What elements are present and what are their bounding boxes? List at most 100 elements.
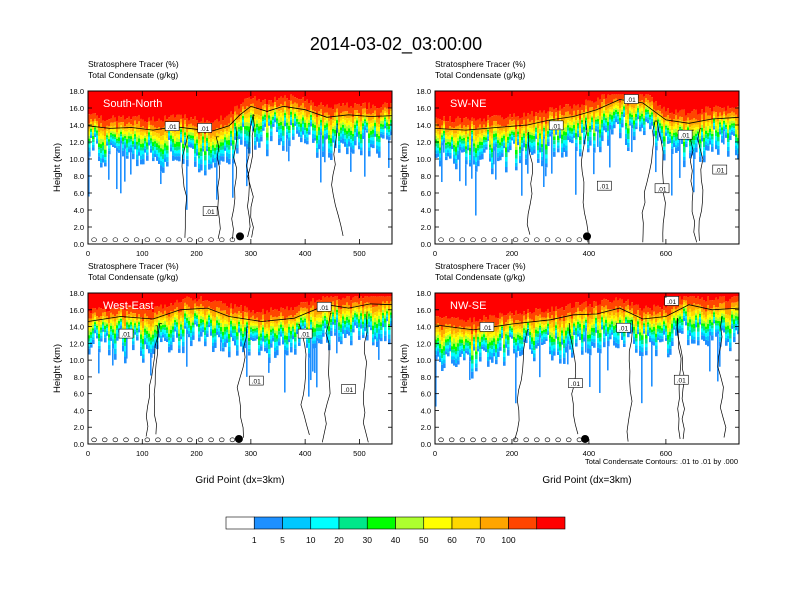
field-cell: [302, 302, 305, 309]
field-cell: [164, 318, 167, 322]
field-cell: [268, 330, 271, 336]
field-cell: [469, 130, 472, 137]
field-cell: [156, 121, 159, 129]
field-cell: [226, 339, 229, 343]
field-cell: [340, 293, 343, 300]
field-cell: [158, 133, 161, 139]
field-cell: [194, 131, 197, 137]
field-cell: [354, 91, 357, 104]
field-cell: [290, 330, 293, 335]
field-cell: [218, 155, 221, 160]
field-cell: [190, 138, 193, 141]
field-cell: [96, 140, 99, 144]
field-cell: [122, 130, 125, 135]
field-cell: [625, 91, 628, 95]
field-cell: [276, 120, 279, 124]
field-cell: [88, 311, 91, 319]
field-cell: [110, 317, 113, 320]
field-cell: [268, 123, 271, 126]
field-cell: [717, 145, 720, 150]
field-cell: [453, 133, 456, 138]
field-cell: [98, 136, 101, 140]
field-cell: [471, 124, 474, 127]
field-cell: [202, 324, 205, 328]
field-cell: [609, 107, 612, 110]
field-cell: [380, 112, 383, 117]
field-cell: [140, 150, 143, 156]
field-cell: [214, 158, 217, 163]
field-cell: [118, 314, 121, 317]
field-cell: [304, 320, 307, 322]
field-cell: [90, 91, 93, 115]
field-cell: [266, 323, 269, 329]
field-cell: [553, 129, 556, 134]
field-cell: [100, 144, 103, 149]
field-cell: [553, 133, 556, 137]
field-cell: [581, 127, 584, 130]
field-cell: [212, 316, 215, 322]
field-cell: [212, 346, 215, 353]
field-cell: [390, 122, 392, 126]
field-cell: [260, 131, 263, 135]
field-cell: [637, 105, 640, 109]
field-cell: [372, 126, 375, 130]
field-cell: [342, 314, 345, 317]
field-cell: [128, 142, 131, 147]
field-cell: [340, 136, 343, 140]
field-cell: [453, 154, 456, 159]
field-cell: [232, 123, 235, 129]
field-cell: [312, 327, 315, 333]
field-cell: [729, 125, 732, 128]
field-cell: [230, 320, 233, 325]
field-cell: [449, 142, 452, 147]
field-cell: [332, 319, 335, 322]
field-cell: [224, 316, 227, 321]
field-cell: [220, 320, 223, 324]
field-cell: [88, 341, 91, 347]
field-cell: [561, 91, 564, 109]
field-cell: [186, 293, 189, 297]
field-cell: [156, 143, 159, 148]
field-cell: [138, 318, 141, 321]
field-cell: [533, 138, 536, 142]
field-cell: [136, 293, 139, 310]
field-cell: [695, 130, 698, 134]
field-cell: [673, 142, 676, 148]
field-cell: [202, 314, 205, 318]
field-cell: [334, 316, 337, 320]
field-cell: [579, 128, 582, 134]
y-tick-label: 2.0: [74, 223, 84, 232]
field-cell: [134, 142, 137, 146]
field-cell: [122, 127, 125, 131]
y-tick-label: 8.0: [74, 172, 84, 181]
field-cell: [306, 116, 309, 120]
field-cell: [200, 144, 203, 149]
field-cell: [88, 144, 91, 148]
field-cell: [723, 126, 726, 130]
field-cell: [611, 112, 614, 116]
field-cell: [479, 130, 482, 135]
field-cell: [256, 293, 259, 313]
field-cell: [234, 115, 237, 119]
field-cell: [256, 332, 259, 335]
field-cell: [96, 115, 99, 121]
field-cell: [94, 121, 97, 123]
field-cell: [288, 323, 291, 327]
field-cell: [98, 293, 101, 308]
field-cell: [146, 338, 149, 343]
field-cell: [198, 299, 201, 307]
field-cell: [230, 133, 233, 137]
field-cell: [455, 158, 458, 164]
field-cell: [625, 129, 628, 134]
field-cell: [264, 327, 267, 330]
field-cell: [489, 126, 492, 133]
field-cell: [90, 293, 93, 314]
condensate-contour: [229, 237, 236, 243]
field-cell: [210, 161, 213, 165]
field-cell: [294, 111, 297, 114]
field-cell: [104, 159, 107, 163]
field-cell: [461, 131, 464, 134]
field-cell: [172, 318, 175, 324]
field-cell: [198, 311, 201, 315]
field-cell: [587, 91, 590, 101]
